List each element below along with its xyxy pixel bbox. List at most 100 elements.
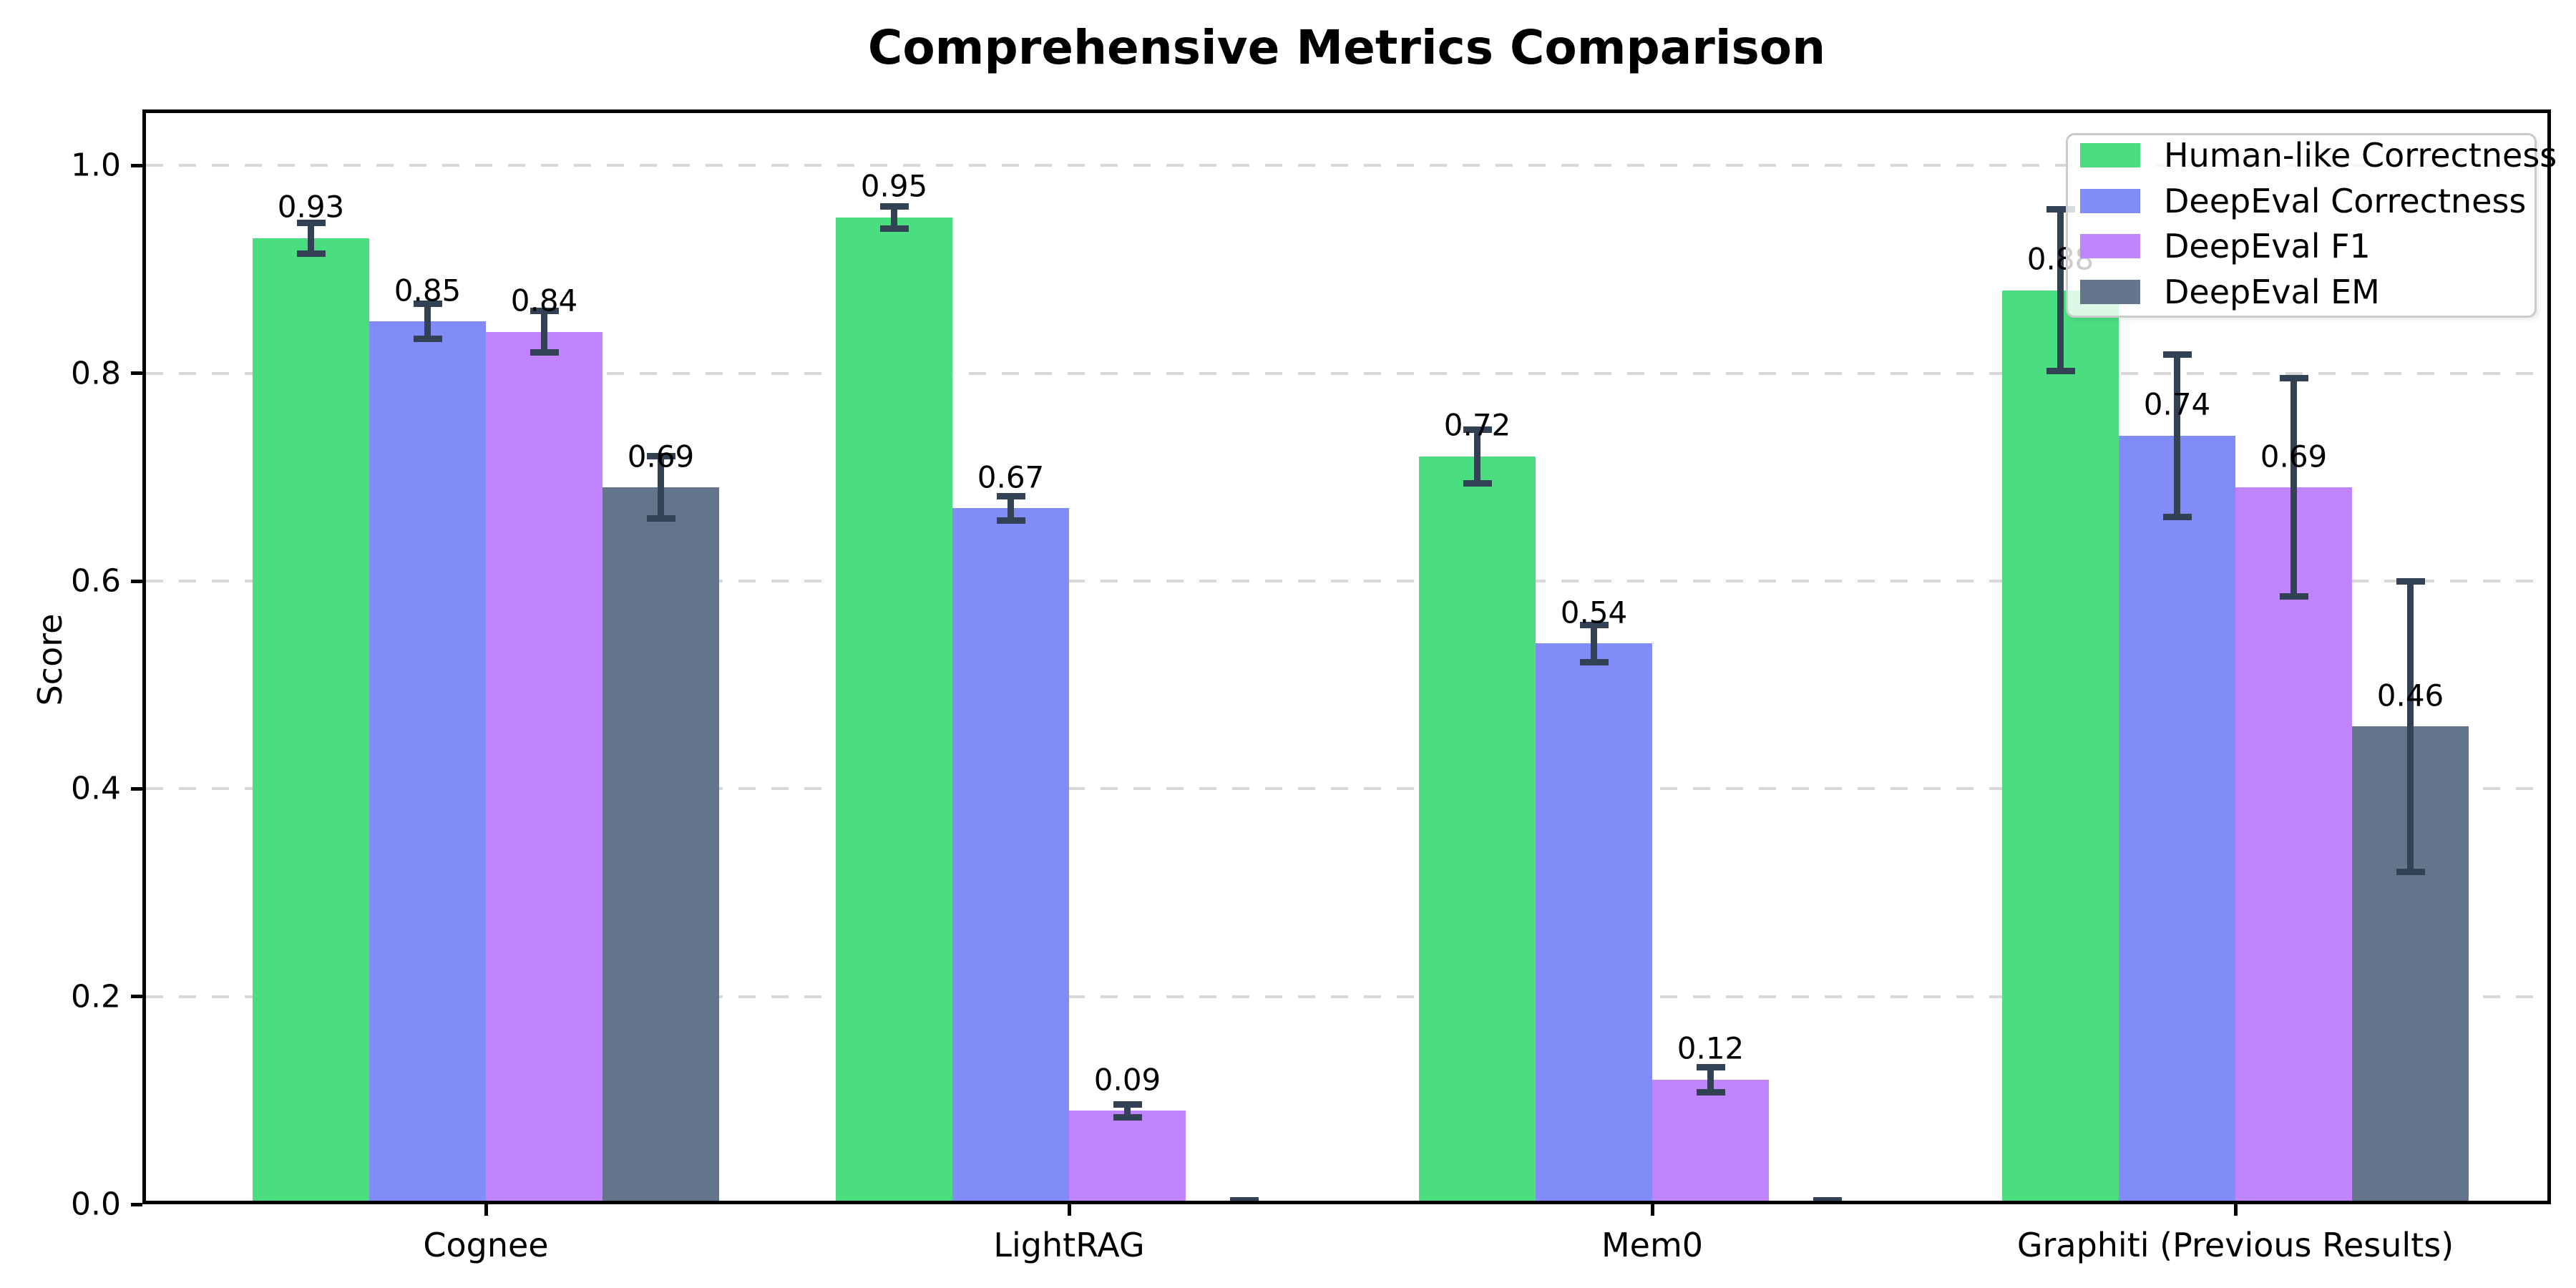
legend-label: Human-like Correctness: [2164, 136, 2557, 175]
y-tick-mark: [131, 163, 142, 167]
gridline: [146, 995, 2547, 998]
legend-swatch: [2080, 234, 2140, 258]
bar: [1652, 1079, 1769, 1204]
bar: [2002, 290, 2119, 1204]
error-bar: [1124, 1104, 1131, 1118]
error-bar-cap: [1579, 658, 1609, 665]
gridline: [146, 787, 2547, 791]
error-bar-cap: [1113, 1113, 1142, 1121]
legend-label: DeepEval F1: [2164, 227, 2371, 265]
error-bar: [2057, 209, 2064, 371]
x-tick-mark: [2233, 1204, 2238, 1216]
error-bar-cap: [2046, 368, 2075, 375]
error-bar-cap: [1696, 1088, 1725, 1096]
gridline: [146, 164, 2547, 167]
x-tick-label: LightRAG: [993, 1226, 1145, 1264]
bar: [2119, 435, 2235, 1204]
y-tick-label: 0.2: [71, 978, 121, 1015]
error-bar-cap: [2396, 868, 2425, 875]
bar: [952, 508, 1069, 1204]
x-tick-label: Graphiti (Previous Results): [2016, 1226, 2454, 1264]
legend-label: DeepEval EM: [2164, 272, 2380, 311]
x-tick-mark: [1067, 1204, 1071, 1216]
bar: [253, 238, 369, 1204]
gridline: [146, 580, 2547, 583]
bar-value-label: 0.46: [2376, 678, 2444, 713]
bar: [602, 487, 719, 1204]
error-bar-cap: [996, 517, 1025, 525]
error-bar: [424, 303, 431, 339]
y-tick-mark: [131, 786, 142, 791]
error-bar-cap: [530, 349, 559, 356]
y-tick-mark: [131, 579, 142, 583]
bar-value-label: 0.67: [977, 459, 1045, 495]
bar-value-label: 0.69: [627, 439, 695, 474]
error-bar-cap: [2162, 513, 2192, 520]
legend-swatch: [2080, 143, 2140, 167]
y-tick-mark: [131, 1202, 142, 1206]
error-bar-cap: [2162, 351, 2192, 358]
error-bar-cap: [879, 225, 909, 233]
gridline: [146, 371, 2547, 375]
error-bar-cap: [996, 492, 1025, 499]
x-tick-mark: [484, 1204, 488, 1216]
y-tick-label: 0.8: [71, 355, 121, 392]
bar: [2235, 487, 2352, 1204]
legend: Human-like Correctness DeepEval Correctne…: [2066, 132, 2557, 318]
bar: [836, 217, 952, 1204]
bar-value-label: 0.74: [2143, 386, 2211, 422]
error-bar-cap: [1113, 1101, 1142, 1108]
y-tick-label: 0.0: [71, 1186, 121, 1223]
bar-value-label: 0.85: [394, 273, 462, 308]
error-bar-cap: [1463, 426, 1492, 433]
y-tick-label: 1.0: [71, 147, 121, 184]
x-tick-mark: [1650, 1204, 1654, 1216]
error-bar: [658, 456, 664, 519]
error-bar: [308, 223, 314, 254]
error-bar: [541, 311, 547, 353]
error-bar-cap: [413, 300, 442, 307]
error-bar: [1707, 1067, 1714, 1093]
error-bar-cap: [296, 250, 326, 258]
error-bar-cap: [1813, 1196, 1842, 1204]
y-axis-label: Score: [31, 613, 69, 706]
bar: [486, 331, 602, 1204]
error-bar-cap: [530, 308, 559, 315]
error-bar-cap: [413, 336, 442, 343]
error-bar: [2407, 581, 2414, 872]
error-bar-cap: [1579, 621, 1609, 628]
bar-value-label: 0.09: [1093, 1062, 1161, 1098]
error-bar-cap: [646, 453, 675, 460]
legend-label: DeepEval Correctness: [2164, 181, 2527, 220]
bar-value-label: 0.12: [1677, 1030, 1745, 1066]
error-bar-cap: [2046, 205, 2075, 213]
error-bar-cap: [2279, 375, 2308, 382]
error-bar-cap: [646, 515, 675, 522]
x-tick-label: Cognee: [423, 1226, 549, 1264]
bar: [369, 321, 486, 1204]
legend-item: DeepEval EM: [2068, 269, 2534, 315]
bar-value-label: 0.72: [1443, 407, 1511, 443]
y-tick-label: 0.4: [71, 770, 121, 807]
bar-value-label: 0.54: [1560, 595, 1628, 630]
bar-value-label: 0.95: [860, 168, 928, 204]
chart-title: Comprehensive Metrics Comparison: [867, 20, 1826, 75]
bar-value-label: 0.69: [2260, 439, 2328, 474]
error-bar-cap: [1463, 480, 1492, 487]
error-bar: [891, 206, 897, 229]
bar-value-label: 0.93: [277, 189, 345, 225]
legend-item: DeepEval Correctness: [2068, 178, 2534, 224]
error-bar: [1591, 625, 1597, 663]
legend-swatch: [2080, 188, 2140, 213]
error-bar-cap: [296, 219, 326, 226]
error-bar: [2174, 354, 2180, 517]
legend-item: DeepEval F1: [2068, 223, 2534, 269]
y-tick-mark: [131, 371, 142, 376]
bar: [1419, 456, 1536, 1204]
legend-item: Human-like Correctness: [2068, 132, 2557, 178]
error-bar-cap: [1229, 1196, 1259, 1204]
x-tick-label: Mem0: [1601, 1226, 1704, 1264]
legend-swatch: [2080, 279, 2140, 304]
error-bar-cap: [2396, 577, 2425, 585]
